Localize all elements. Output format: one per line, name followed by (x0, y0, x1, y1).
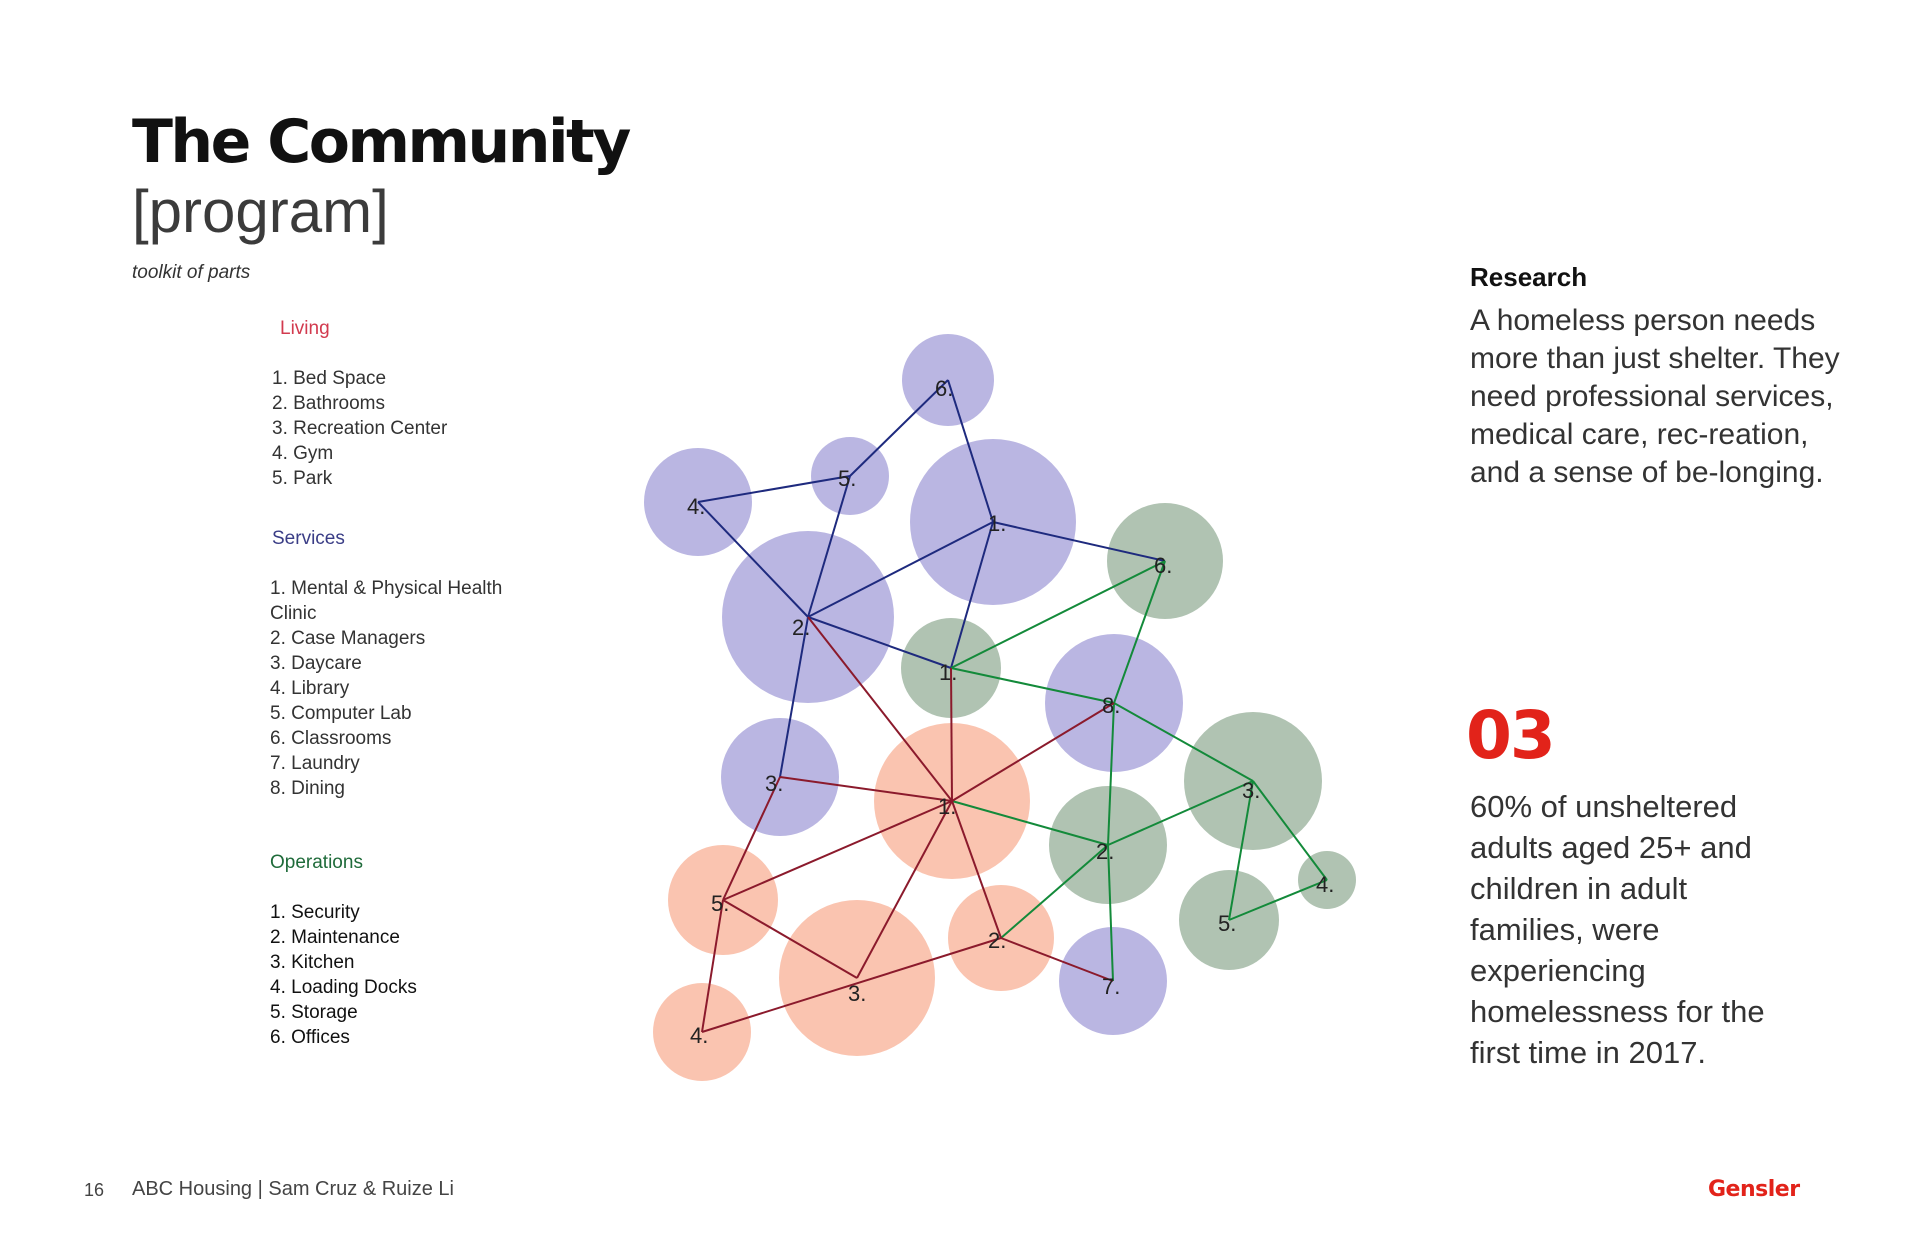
node-label-s6: 6. (935, 376, 953, 401)
operations-heading: Operations (270, 852, 363, 873)
list-item: 1. Bed Space (272, 368, 387, 389)
edge-o3-o4 (1252, 780, 1328, 881)
node-label-s4: 4. (687, 494, 705, 519)
research-body: A homeless person needs more than just s… (1470, 304, 1840, 489)
edge-o1-o6 (950, 560, 1166, 669)
edge-o6-s8 (1113, 560, 1166, 704)
list-item: 5. Park (272, 468, 333, 489)
node-label-l4: 4. (690, 1023, 708, 1048)
node-label-o3: 3. (1242, 778, 1260, 803)
node-label-o6: 6. (1154, 553, 1172, 578)
gensler-logo: Gensler (1708, 1177, 1800, 1202)
edge-l1-s2 (807, 616, 953, 802)
stat-body: 60% of unsheltered adults aged 25+ and c… (1470, 789, 1765, 1070)
node-label-o5: 5. (1218, 911, 1236, 936)
node-label-s8: 8. (1102, 693, 1120, 718)
node-label-o4: 4. (1316, 872, 1334, 897)
node-label-l1: 1. (938, 794, 956, 819)
node-label-s1: 1. (988, 511, 1006, 536)
edge-s1-o6 (992, 521, 1166, 562)
edge-l1-l5 (722, 800, 953, 901)
list-item: 6. Offices (270, 1027, 350, 1048)
services-list: 1. Mental & Physical Health Clinic 2. Ca… (270, 576, 502, 801)
node-label-o2: 2. (1096, 839, 1114, 864)
edge-s5-s4 (697, 475, 851, 503)
page-number: 16 (84, 1180, 105, 1200)
list-item: 1. Security (270, 902, 360, 923)
edge-s5-s2 (807, 475, 851, 618)
node-label-s7: 7. (1102, 974, 1120, 999)
list-item: 5. Storage (270, 1002, 358, 1023)
node-label-l2: 2. (988, 928, 1006, 953)
research-heading: Research (1470, 262, 1588, 292)
edge-l1-s8 (951, 702, 1115, 802)
tagline: toolkit of parts (132, 262, 251, 283)
list-item: 6. Classrooms (270, 728, 392, 749)
edge-s3-l5 (722, 776, 781, 901)
edge-s1-o1 (950, 521, 994, 669)
list-item: 3. Daycare (270, 653, 362, 674)
edge-o2-l2 (1000, 844, 1109, 939)
node-label-o1: 1. (939, 660, 957, 685)
edge-s6-s5 (849, 379, 949, 477)
node-connections (697, 379, 1328, 1033)
edge-l1-s3 (779, 776, 953, 802)
edge-s2-s3 (779, 616, 809, 778)
list-item: 2. Bathrooms (272, 393, 385, 414)
edge-s8-o3 (1113, 702, 1254, 782)
list-item: 4. Gym (272, 443, 334, 464)
list-item: 3. Recreation Center (272, 418, 448, 439)
edge-l4-l2 (701, 937, 1002, 1033)
edge-o2-o3 (1107, 780, 1254, 846)
edge-s8-o2 (1107, 702, 1115, 846)
list-item: 4. Library (270, 678, 350, 699)
list-item: 3. Kitchen (270, 952, 355, 973)
edge-o2-s7 (1107, 844, 1114, 982)
living-list: 1. Bed Space 2. Bathrooms 3. Recreation … (272, 366, 447, 491)
list-item: 2. Maintenance (270, 927, 400, 948)
edge-o3-o5 (1228, 780, 1254, 921)
stat-number: 03 (1466, 697, 1556, 774)
list-item: 2. Case Managers (270, 628, 426, 649)
operations-list: 1. Security 2. Maintenance 3. Kitchen 4.… (270, 900, 417, 1050)
node-labels: 1. 2. 3. 4. 5. 6. 7. 8. 1. 2. 3. 4. 5. 6. 1. 2. 3. 4. 5. (687, 376, 1334, 1048)
edge-l2-s7 (1000, 937, 1114, 982)
list-item: 8. Dining (270, 778, 345, 799)
edge-o4-o5 (1228, 879, 1328, 921)
edge-l5-l3 (722, 899, 858, 979)
edge-s4-s2 (697, 501, 809, 618)
list-item: 4. Loading Docks (270, 977, 417, 998)
list-item: 7. Laundry (270, 753, 360, 774)
node-label-s5: 5. (838, 466, 856, 491)
page-title: The Community (132, 107, 631, 177)
edge-o1-s8 (950, 667, 1115, 704)
services-heading: Services (272, 528, 345, 549)
node-label-l5: 5. (711, 891, 729, 916)
edge-l1-l3 (856, 800, 953, 979)
node-circles (644, 334, 1356, 1081)
living-heading: Living (280, 318, 330, 339)
edge-o2-l1 (951, 800, 1109, 846)
edge-l1-l2 (951, 800, 1002, 939)
edge-s1-s6 (947, 379, 994, 523)
node-label-s2: 2. (792, 615, 810, 640)
page-subtitle: [program] (132, 178, 389, 245)
list-item: 5. Computer Lab (270, 703, 412, 724)
footer-credit: ABC Housing | Sam Cruz & Ruize Li (132, 1178, 454, 1200)
edge-s2-o1 (807, 616, 952, 669)
edge-l5-l4 (701, 899, 724, 1033)
node-label-s3: 3. (765, 771, 783, 796)
edge-l1-o1 (950, 667, 953, 802)
list-item: Clinic (270, 603, 317, 624)
node-label-l3: 3. (848, 981, 866, 1006)
edge-s1-s2 (807, 521, 994, 618)
list-item: 1. Mental & Physical Health (270, 578, 503, 599)
